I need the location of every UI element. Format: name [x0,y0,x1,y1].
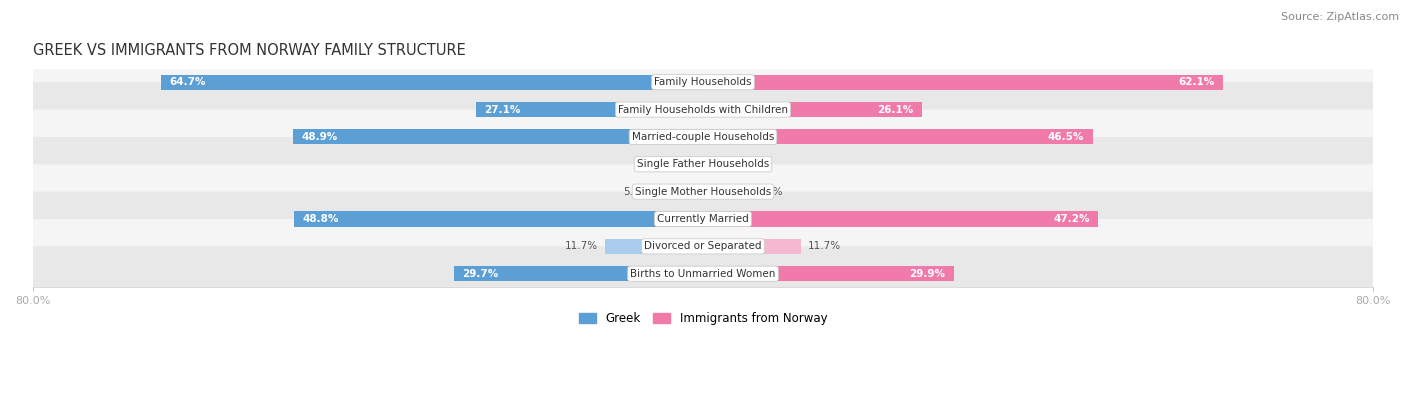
Text: 5.6%: 5.6% [623,187,650,197]
Bar [703,75,1223,90]
Text: 2.1%: 2.1% [652,159,679,169]
FancyBboxPatch shape [28,109,1378,164]
FancyBboxPatch shape [28,219,1378,274]
Text: 48.8%: 48.8% [302,214,339,224]
FancyBboxPatch shape [28,82,1378,137]
Text: 11.7%: 11.7% [807,241,841,251]
Text: 62.1%: 62.1% [1178,77,1215,87]
Bar [454,266,703,281]
Bar [294,211,703,226]
Text: Family Households with Children: Family Households with Children [619,105,787,115]
FancyBboxPatch shape [28,137,1378,192]
Bar [657,184,703,199]
Bar [703,184,749,199]
Text: 48.9%: 48.9% [302,132,337,142]
Text: Divorced or Separated: Divorced or Separated [644,241,762,251]
Bar [605,239,703,254]
Text: Source: ZipAtlas.com: Source: ZipAtlas.com [1281,12,1399,22]
FancyBboxPatch shape [28,192,1378,246]
Text: Married-couple Households: Married-couple Households [631,132,775,142]
Text: 46.5%: 46.5% [1047,132,1084,142]
Text: Births to Unmarried Women: Births to Unmarried Women [630,269,776,279]
Text: 27.1%: 27.1% [484,105,520,115]
FancyBboxPatch shape [28,55,1378,109]
Text: 11.7%: 11.7% [565,241,599,251]
Bar [703,239,801,254]
Text: 29.7%: 29.7% [463,269,499,279]
Bar [703,266,953,281]
Bar [294,130,703,145]
Bar [703,157,720,172]
Text: GREEK VS IMMIGRANTS FROM NORWAY FAMILY STRUCTURE: GREEK VS IMMIGRANTS FROM NORWAY FAMILY S… [32,43,465,58]
Text: Family Households: Family Households [654,77,752,87]
Bar [703,211,1098,226]
Text: 64.7%: 64.7% [169,77,205,87]
FancyBboxPatch shape [28,246,1378,301]
Text: 2.0%: 2.0% [727,159,752,169]
Bar [703,130,1092,145]
Bar [477,102,703,117]
Legend: Greek, Immigrants from Norway: Greek, Immigrants from Norway [574,307,832,330]
Text: 47.2%: 47.2% [1053,214,1090,224]
Text: 29.9%: 29.9% [910,269,945,279]
Bar [160,75,703,90]
Text: Single Mother Households: Single Mother Households [636,187,770,197]
Text: 26.1%: 26.1% [877,105,914,115]
Bar [703,102,922,117]
Text: 5.6%: 5.6% [756,187,783,197]
Text: Currently Married: Currently Married [657,214,749,224]
Bar [685,157,703,172]
Text: Single Father Households: Single Father Households [637,159,769,169]
FancyBboxPatch shape [28,164,1378,219]
